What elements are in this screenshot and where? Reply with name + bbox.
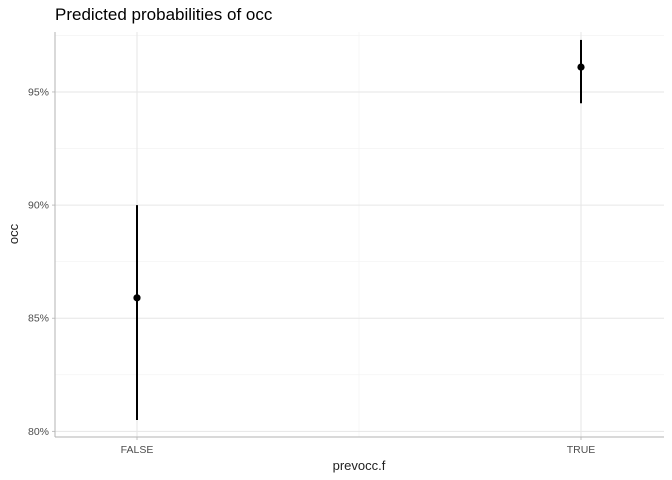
y-tick-label: 95% <box>28 86 49 98</box>
x-axis-title: prevocc.f <box>333 458 386 473</box>
data-point <box>133 294 141 302</box>
x-tick-label: TRUE <box>567 444 596 456</box>
y-axis-title: occ <box>6 223 21 244</box>
data-point <box>577 63 585 71</box>
chart-title: Predicted probabilities of occ <box>55 5 273 24</box>
tick-labels: 80% 85% 90% 95% FALSE TRUE <box>28 86 595 456</box>
y-tick-label: 80% <box>28 426 49 438</box>
axes <box>52 32 664 440</box>
x-tick-label: FALSE <box>121 444 154 456</box>
y-tick-label: 90% <box>28 200 49 212</box>
data-marks <box>133 39 585 421</box>
y-tick-label: 85% <box>28 313 49 325</box>
grid <box>55 32 664 437</box>
